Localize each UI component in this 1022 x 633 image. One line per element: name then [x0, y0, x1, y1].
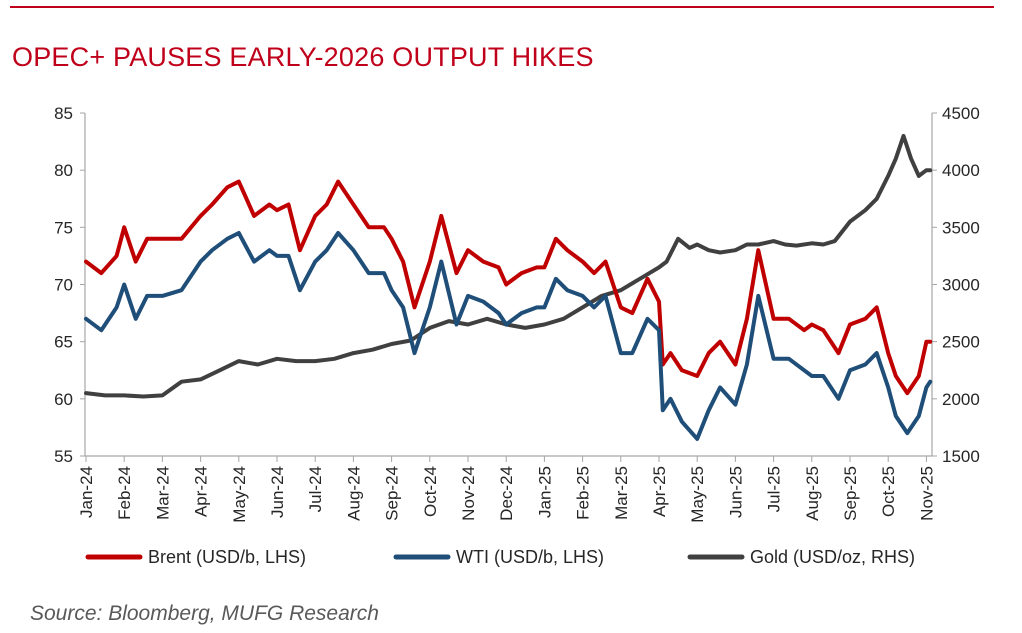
source-note: Source: Bloomberg, MUFG Research: [30, 602, 379, 625]
legend-label: WTI (USD/b, LHS): [456, 547, 604, 567]
left-tick-label: 65: [54, 333, 73, 352]
legend-label: Brent (USD/b, LHS): [148, 547, 306, 567]
legend-label: Gold (USD/oz, RHS): [750, 547, 915, 567]
x-tick-label: Jun-24: [268, 466, 287, 518]
x-tick-label: Feb-24: [115, 466, 134, 520]
left-tick-label: 75: [54, 218, 73, 237]
x-tick-label: Sep-25: [841, 466, 860, 521]
x-tick-label: Jul-25: [765, 466, 784, 512]
right-tick-label: 2500: [942, 333, 980, 352]
x-tick-label: Nov-25: [917, 466, 936, 521]
x-tick-label: Feb-25: [574, 466, 593, 520]
x-tick-label: Jan-25: [535, 466, 554, 518]
left-tick-label: 70: [54, 276, 73, 295]
right-tick-label: 2000: [942, 390, 980, 409]
right-tick-label: 1500: [942, 447, 980, 466]
series-line-2: [84, 133, 933, 399]
x-tick-label: Sep-24: [383, 466, 402, 521]
x-tick-label: Mar-25: [612, 466, 631, 520]
x-tick-label: Apr-25: [650, 466, 669, 517]
x-tick-label: Apr-24: [192, 466, 211, 517]
x-tick-label: May-24: [230, 466, 249, 523]
x-tick-label: Jul-24: [306, 466, 325, 512]
right-tick-label: 4000: [942, 161, 980, 180]
series-line-0: [84, 179, 933, 396]
series-line-1: [84, 231, 933, 441]
x-tick-label: Mar-24: [153, 466, 172, 520]
x-tick-label: Dec-24: [497, 466, 516, 521]
x-tick-label: Nov-24: [459, 466, 478, 521]
chart-title: OPEC+ PAUSES EARLY-2026 OUTPUT HIKES: [12, 42, 594, 72]
x-tick-label: Oct-25: [879, 466, 898, 517]
right-tick-label: 4500: [942, 104, 980, 123]
right-tick-label: 3000: [942, 276, 980, 295]
x-tick-label: Aug-25: [803, 466, 822, 521]
left-tick-label: 80: [54, 161, 73, 180]
x-tick-label: May-25: [688, 466, 707, 523]
x-tick-label: Jun-25: [726, 466, 745, 518]
left-tick-label: 60: [54, 390, 73, 409]
left-tick-label: 85: [54, 104, 73, 123]
x-tick-label: Jan-24: [77, 466, 96, 518]
right-tick-label: 3500: [942, 218, 980, 237]
x-tick-label: Oct-24: [421, 466, 440, 517]
top-rule: [10, 6, 994, 8]
x-tick-label: Aug-24: [344, 466, 363, 521]
left-tick-label: 55: [54, 447, 73, 466]
